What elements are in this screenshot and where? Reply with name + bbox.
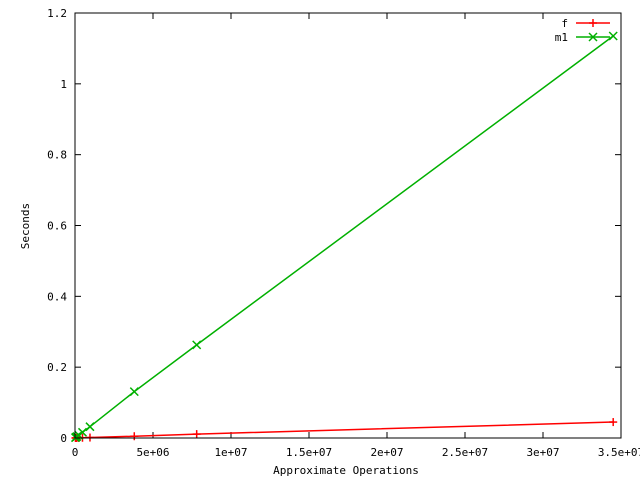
y-axis-ticks: 0 0.2 0.4 0.6 0.8 1 1.2 — [47, 7, 621, 445]
data-point-m1 — [85, 422, 95, 432]
legend-marker-m1 — [588, 32, 598, 42]
x-tick-label: 5e+06 — [136, 446, 169, 459]
data-point-m1 — [608, 31, 618, 41]
y-tick-label: 0.6 — [47, 220, 67, 233]
x-tick-label: 2e+07 — [370, 446, 403, 459]
data-point-f — [192, 430, 201, 439]
x-tick-label: 0 — [72, 446, 79, 459]
data-point-m1 — [192, 340, 202, 350]
y-tick-label: 0 — [60, 432, 67, 445]
legend: fm1 — [555, 17, 610, 44]
x-axis-label: Approximate Operations — [273, 464, 419, 477]
x-tick-label: 1.5e+07 — [286, 446, 332, 459]
data-point-f — [609, 418, 618, 427]
x-tick-label: 1e+07 — [214, 446, 247, 459]
y-tick-label: 1.2 — [47, 7, 67, 20]
series-line-f — [75, 421, 614, 439]
data-point-m1 — [77, 427, 88, 437]
legend-label-m1: m1 — [555, 31, 568, 44]
series-layer — [70, 31, 618, 443]
x-tick-label: 3.5e+07 — [598, 446, 640, 459]
legend-label-f: f — [561, 17, 568, 30]
plot-area-frame — [74, 12, 622, 439]
series-line-m1 — [75, 35, 614, 439]
y-tick-label: 0.4 — [47, 290, 67, 303]
y-tick-label: 0.2 — [47, 361, 67, 374]
legend-marker-f — [589, 19, 597, 27]
y-tick-label: 0.8 — [47, 149, 67, 162]
y-tick-label: 1 — [60, 78, 67, 91]
x-axis-ticks: 0 5e+06 1e+07 1.5e+07 2e+07 2.5e+07 3e+07 3.5e+… — [72, 13, 640, 459]
y-axis-label: Seconds — [19, 203, 32, 249]
data-point-m1 — [129, 387, 139, 397]
x-tick-label: 2.5e+07 — [442, 446, 488, 459]
x-tick-label: 3e+07 — [526, 446, 559, 459]
data-point-f — [130, 432, 139, 441]
